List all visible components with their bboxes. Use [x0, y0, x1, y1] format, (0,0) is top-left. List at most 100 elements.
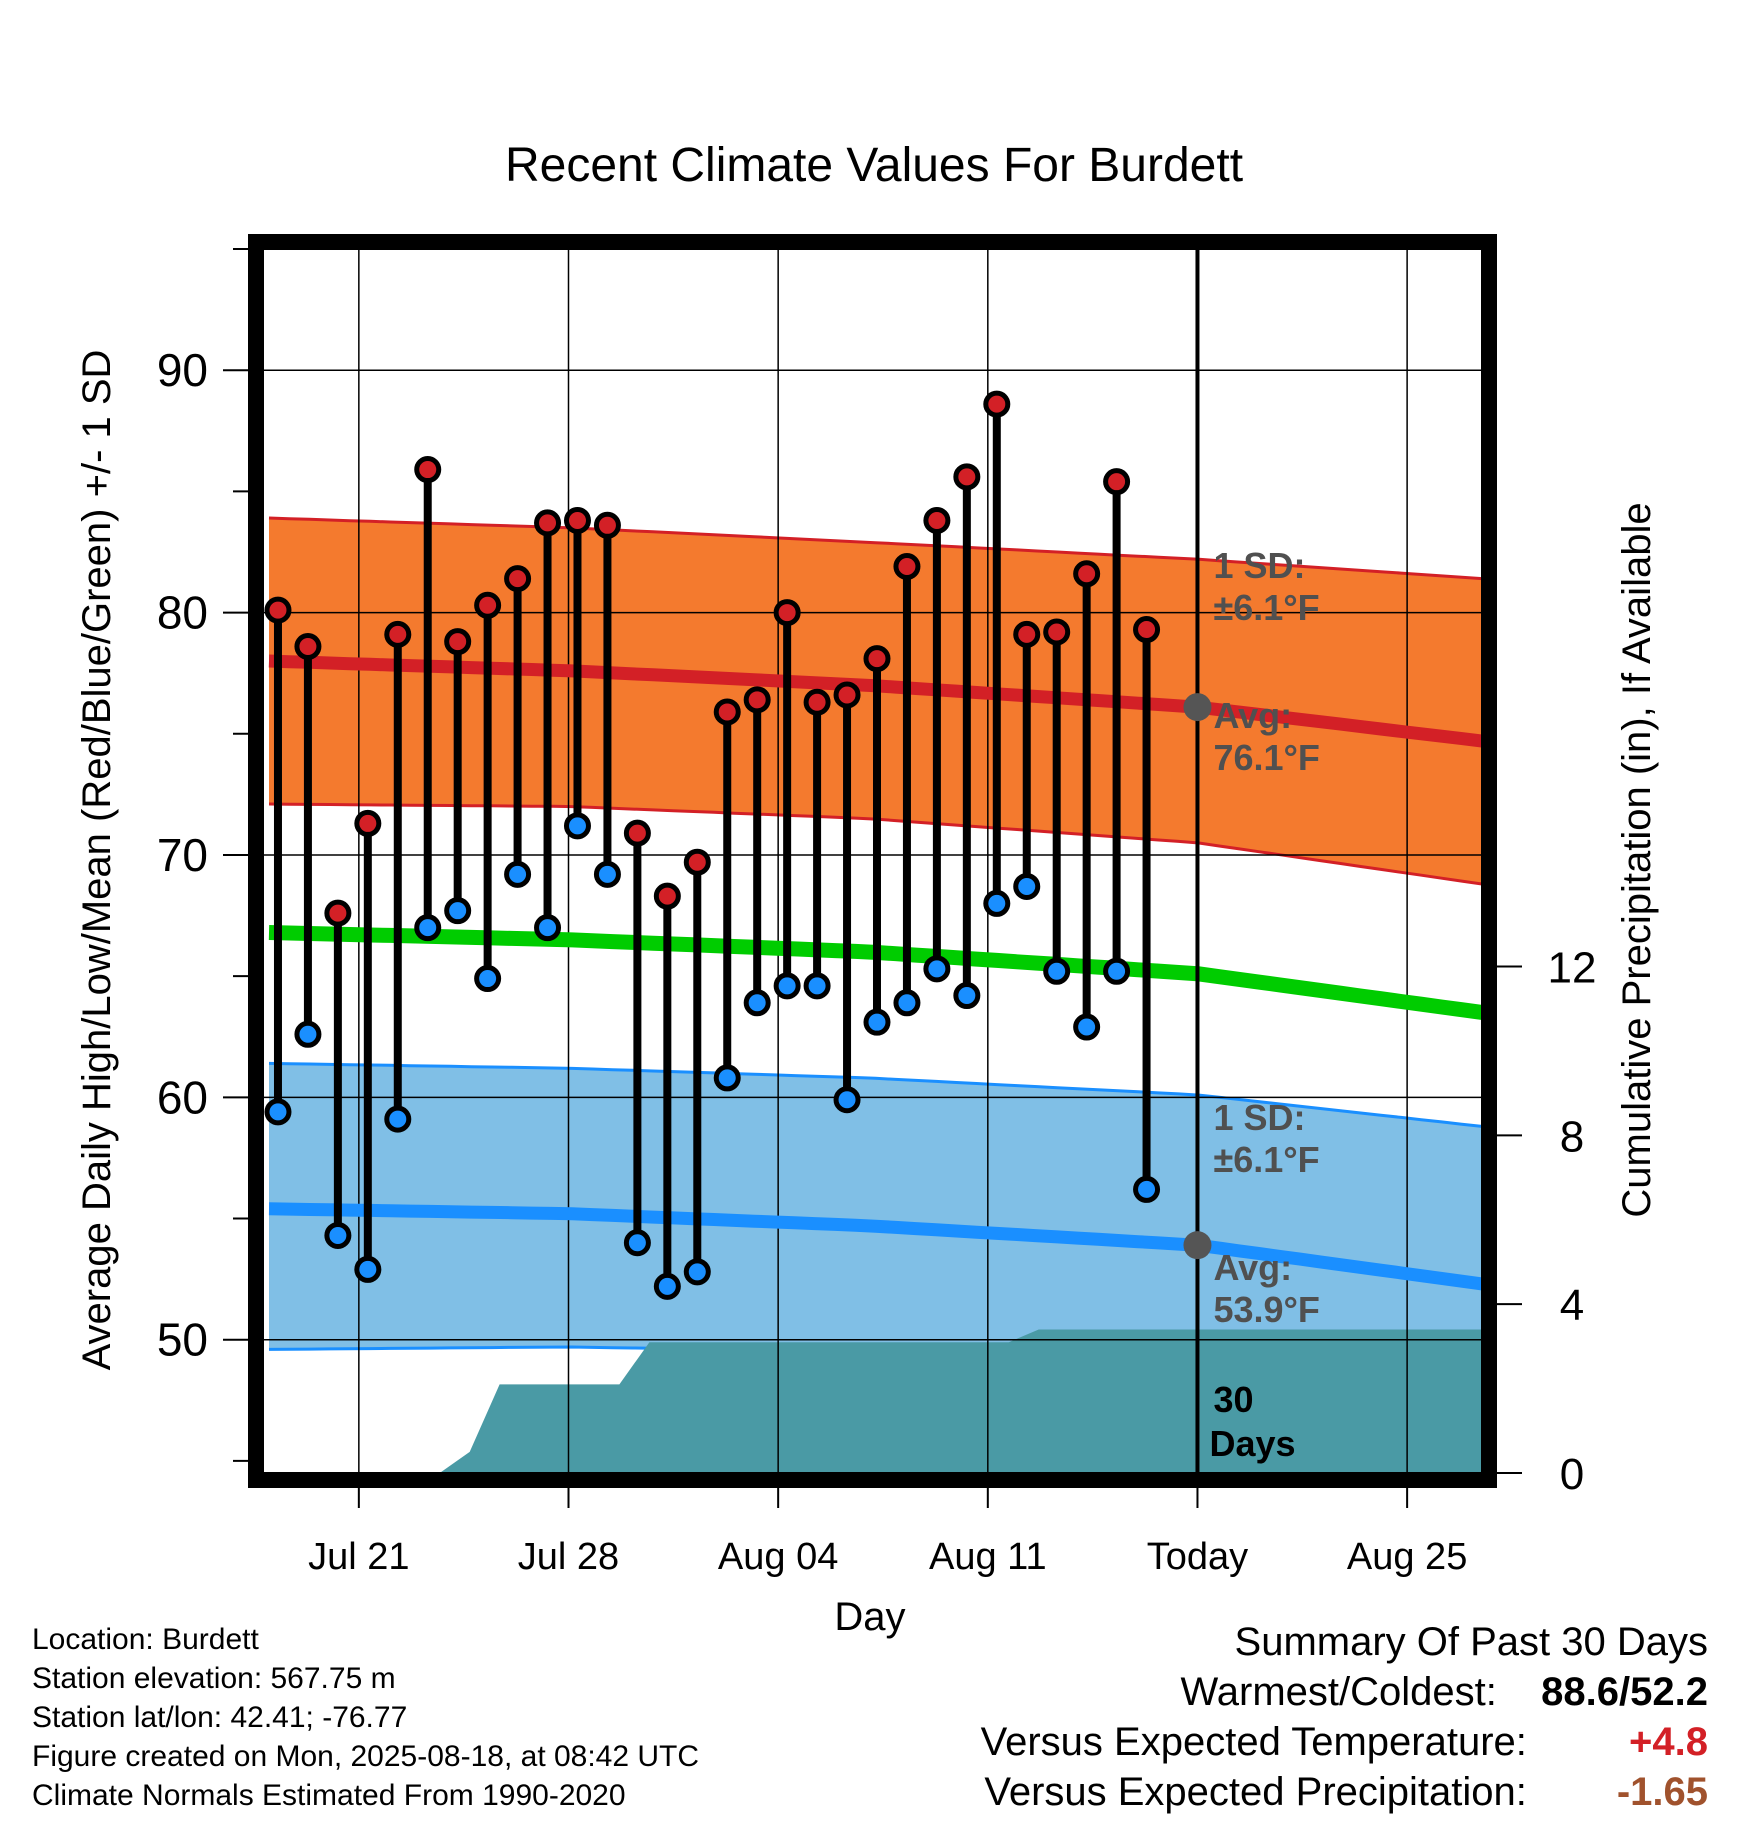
low-sd-label: 1 SD: [1213, 1097, 1305, 1138]
daily-high-point [803, 688, 831, 716]
daily-low-point [593, 860, 621, 888]
daily-low-point [534, 914, 562, 942]
daily-high-point [563, 506, 591, 534]
daily-high-point [414, 456, 442, 484]
today-high-avg-marker [1183, 693, 1212, 722]
y-tick-label: 60 [157, 1071, 208, 1123]
daily-high-point [713, 698, 741, 726]
daily-high-point [294, 632, 322, 660]
daily-low-point [623, 1229, 651, 1257]
station-info: Location: Burdett Station elevation: 567… [32, 1620, 699, 1815]
chart-title: Recent Climate Values For Burdett [504, 139, 1244, 192]
daily-low-point [1043, 957, 1071, 985]
daily-high-point [534, 509, 562, 537]
summary-temp: Versus Expected Temperature: +4.8 [981, 1717, 1708, 1767]
precip-label: Versus Expected Precipitation: [984, 1770, 1527, 1814]
daily-high-point [653, 882, 681, 910]
daily-high-point [1013, 620, 1041, 648]
daily-high-point [1133, 616, 1161, 644]
y2-tick-label: 0 [1560, 1450, 1584, 1499]
daily-low-point [953, 982, 981, 1010]
daily-high-point [504, 565, 532, 593]
high-sd-upper-edge [268, 516, 1482, 581]
daily-low-point [504, 860, 532, 888]
plot-frame [248, 234, 1497, 1488]
low-sd-upper-edge [268, 1061, 1482, 1128]
days-count-label: 30 [1213, 1379, 1253, 1420]
days-word-label: Days [1209, 1423, 1295, 1464]
daily-low-point [414, 914, 442, 942]
daily-low-point [1133, 1175, 1161, 1203]
daily-high-point [863, 645, 891, 673]
high-sd-value: ±6.1°F [1213, 587, 1319, 628]
temp-label: Versus Expected Temperature: [980, 1720, 1527, 1764]
warm-cold-value: 88.6/52.2 [1541, 1670, 1708, 1714]
daily-low-point [713, 1064, 741, 1092]
low-avg-label: Avg: [1213, 1247, 1292, 1288]
low-avg-value: 53.9°F [1213, 1289, 1319, 1330]
x-tick-label: Aug 25 [1347, 1536, 1467, 1578]
daily-high-point [923, 506, 951, 534]
daily-low-point [923, 955, 951, 983]
daily-high-point [593, 511, 621, 539]
high-avg-value: 76.1°F [1213, 737, 1319, 778]
daily-high-point [773, 599, 801, 627]
daily-low-point [803, 972, 831, 1000]
low-sd-band [269, 1063, 1482, 1364]
temp-value: +4.8 [1629, 1720, 1708, 1764]
daily-high-point [264, 596, 292, 624]
daily-low-point [863, 1008, 891, 1036]
daily-high-point [354, 809, 382, 837]
daily-low-point [833, 1086, 861, 1114]
warm-cold-label: Warmest/Coldest: [1180, 1670, 1497, 1714]
low-sd-value: ±6.1°F [1213, 1139, 1319, 1180]
daily-high-point [324, 899, 352, 927]
y2-axis-label: Cumulative Precipitation (in), If Availa… [1615, 502, 1659, 1217]
x-tick-label: Jul 28 [518, 1536, 619, 1578]
daily-high-point [384, 620, 412, 648]
x-tick-label: Aug 11 [929, 1536, 1047, 1578]
daily-low-point [264, 1098, 292, 1126]
daily-low-point [683, 1258, 711, 1286]
daily-low-point [294, 1020, 322, 1048]
daily-high-point [683, 848, 711, 876]
daily-high-point [1043, 618, 1071, 646]
daily-low-point [474, 965, 502, 993]
avg-low-line [268, 1202, 1482, 1291]
daily-low-point [1073, 1013, 1101, 1041]
y2-tick-label: 8 [1560, 1112, 1584, 1161]
y-tick-label: 90 [157, 344, 208, 396]
summary-warm-cold: Warmest/Coldest: 88.6/52.2 [981, 1667, 1709, 1717]
daily-high-point [1103, 468, 1131, 496]
y-tick-label: 80 [157, 587, 208, 639]
daily-low-point [324, 1221, 352, 1249]
daily-low-point [1103, 957, 1131, 985]
daily-high-point [743, 686, 771, 714]
x-tick-label: Today [1147, 1536, 1248, 1578]
elevation-text: Station elevation: 567.75 m [32, 1662, 396, 1695]
daily-high-point [444, 628, 472, 656]
today-low-avg-marker [1183, 1231, 1212, 1260]
precip-area [268, 1329, 1482, 1473]
location-text: Location: Burdett [32, 1623, 259, 1656]
daily-low-point [563, 812, 591, 840]
daily-high-point [623, 819, 651, 847]
normals-text: Climate Normals Estimated From 1990-2020 [32, 1779, 626, 1812]
precip-value: -1.65 [1616, 1770, 1708, 1814]
y-axis-label: Average Daily High/Low/Mean (Red/Blue/Gr… [75, 350, 119, 1371]
y2-tick-label: 12 [1548, 944, 1597, 993]
latlon-text: Station lat/lon: 42.41; -76.77 [32, 1701, 408, 1734]
summary-panel: Summary Of Past 30 Days Warmest/Coldest:… [981, 1617, 1708, 1817]
y2-tick-label: 4 [1560, 1281, 1584, 1330]
summary-precip: Versus Expected Precipitation: -1.65 [981, 1767, 1708, 1817]
high-avg-label: Avg: [1213, 695, 1292, 736]
high-sd-label: 1 SD: [1213, 545, 1305, 586]
x-tick-label: Aug 04 [718, 1536, 838, 1578]
created-text: Figure created on Mon, 2025-08-18, at 08… [32, 1740, 700, 1773]
daily-low-point [354, 1255, 382, 1283]
y-tick-label: 50 [157, 1314, 208, 1366]
daily-low-point [773, 972, 801, 1000]
daily-low-point [893, 989, 921, 1017]
daily-high-point [1073, 560, 1101, 588]
